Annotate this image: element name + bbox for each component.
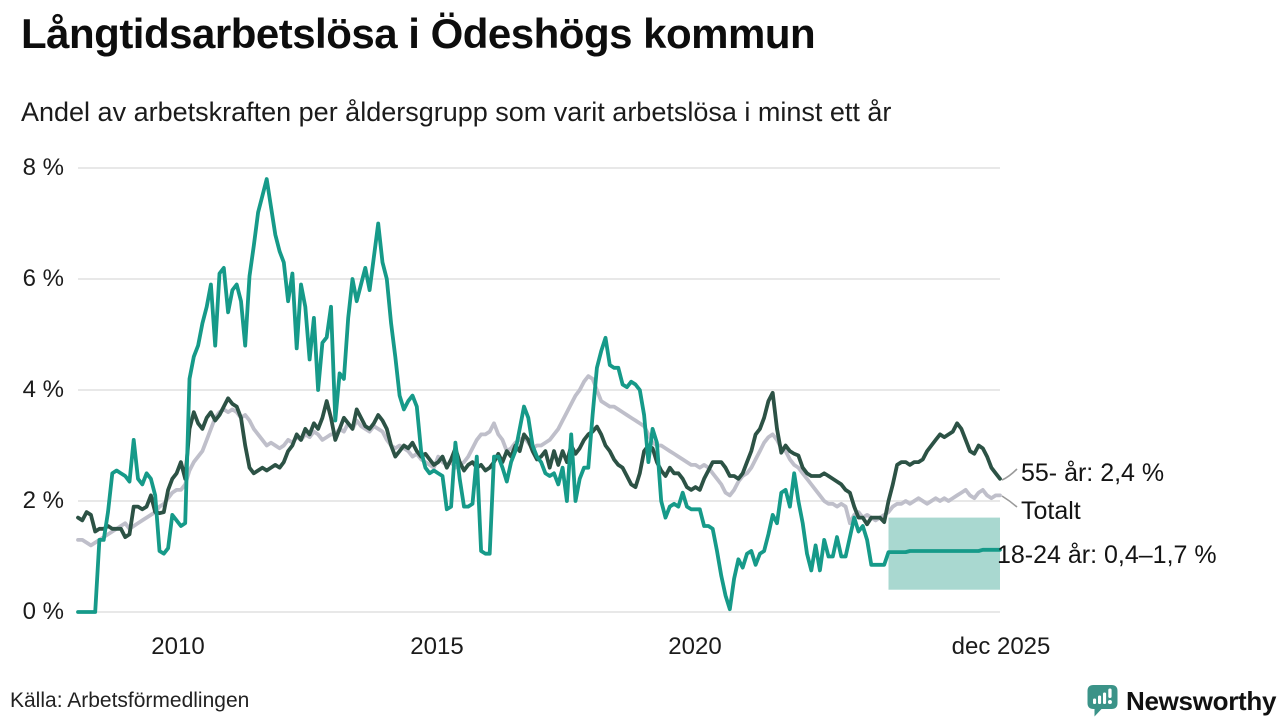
y-axis-tick-6: 6 %	[22, 265, 64, 292]
y-axis-tick-4: 4 %	[22, 376, 64, 403]
leader-line-55	[1001, 468, 1018, 481]
series-line-18-24-r	[76, 177, 1002, 614]
x-axis-tick-dec-2025: dec 2025	[951, 633, 1051, 660]
x-axis-tick-2015: 2015	[410, 633, 464, 660]
y-axis-tick-8: 8 %	[22, 154, 64, 181]
series-label-18-24: 18-24 år: 0,4–1,7 %	[997, 541, 1217, 569]
series-line-totalt	[76, 374, 1002, 548]
chart-subtitle: Andel av arbetskraften per åldersgrupp s…	[21, 97, 892, 127]
newsworthy-logo: Newsworthy	[1086, 684, 1276, 718]
newsworthy-bubble-icon	[1087, 685, 1118, 717]
y-axis-tick-0: 0 %	[22, 598, 64, 625]
y-axis-tick-2: 2 %	[22, 487, 64, 514]
series-label-totalt: Totalt	[1021, 497, 1081, 525]
x-axis-tick-2010: 2010	[151, 633, 205, 660]
source-note: Källa: Arbetsförmedlingen	[10, 689, 250, 712]
series-label-55: 55- år: 2,4 %	[1021, 459, 1165, 487]
newsworthy-wordmark: Newsworthy	[1126, 685, 1277, 716]
leader-line-totalt	[1001, 495, 1018, 508]
x-axis-tick-2020: 2020	[668, 633, 722, 660]
page-title: Långtidsarbetslösa i Ödeshögs kommun	[21, 10, 816, 57]
